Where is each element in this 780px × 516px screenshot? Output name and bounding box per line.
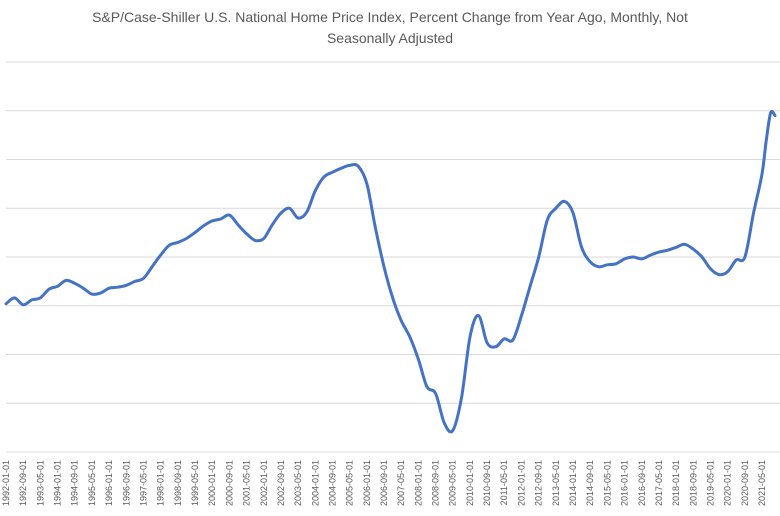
- x-tick-label: 2001-05-01: [242, 460, 252, 506]
- x-tick-label: 2006-09-01: [379, 460, 389, 506]
- x-tick-label: 2007-05-01: [396, 460, 406, 506]
- x-tick-label: 2018-01-01: [671, 460, 681, 506]
- x-tick-label: 2008-09-01: [431, 460, 441, 506]
- x-tick-label: 2006-01-01: [362, 460, 372, 506]
- x-tick-label: 2020-09-01: [740, 460, 750, 506]
- chart-title-line-2: Seasonally Adjusted: [327, 30, 453, 46]
- x-tick-label: 2010-09-01: [482, 460, 492, 506]
- x-tick-label: 2020-01-01: [723, 460, 733, 506]
- x-tick-label: 2021-05-01: [757, 460, 767, 506]
- x-tick-label: 1997-05-01: [138, 460, 148, 506]
- x-tick-label: 2016-01-01: [620, 460, 630, 506]
- x-tick-label: 2012-09-01: [534, 460, 544, 506]
- x-tick-label: 2010-01-01: [465, 460, 475, 506]
- x-tick-label: 2008-01-01: [413, 460, 423, 506]
- series-group: [4, 109, 777, 434]
- chart-title-line-1: S&P/Case-Shiller U.S. National Home Pric…: [92, 9, 688, 25]
- x-tick-label: 1992-09-01: [18, 460, 28, 506]
- x-tick-label: 1994-09-01: [70, 460, 80, 506]
- x-tick-label: 1995-05-01: [87, 460, 97, 506]
- x-tick-label: 2014-09-01: [585, 460, 595, 506]
- x-tick-label: 2014-01-01: [568, 460, 578, 506]
- x-tick-label: 2004-09-01: [328, 460, 338, 506]
- x-tick-label: 2018-09-01: [688, 460, 698, 506]
- x-tick-label: 1998-09-01: [173, 460, 183, 506]
- x-tick-label: 2002-09-01: [276, 460, 286, 506]
- x-tick-label: 1994-01-01: [53, 460, 63, 506]
- x-tick-label: 1992-01-01: [1, 460, 11, 506]
- x-tick-label: 2003-05-01: [293, 460, 303, 506]
- x-tick-label: 1999-05-01: [190, 460, 200, 506]
- x-tick-label: 1996-09-01: [121, 460, 131, 506]
- x-tick-labels: 1992-01-01 1992-09-01 1993-05-01 1994-01-01…: [1, 460, 767, 506]
- x-tick-label: 1993-05-01: [35, 460, 45, 506]
- x-tick-label: 2005-05-01: [345, 460, 355, 506]
- x-tick-label: 2015-05-01: [602, 460, 612, 506]
- y-gridlines: [6, 61, 780, 453]
- x-tick-label: 1996-01-01: [104, 460, 114, 506]
- series-line-0: [4, 109, 777, 434]
- x-tick-label: 2000-09-01: [224, 460, 234, 506]
- x-tick-label: 2009-05-01: [448, 460, 458, 506]
- x-tick-label: 2017-05-01: [654, 460, 664, 506]
- x-tick-label: 2011-05-01: [499, 460, 509, 505]
- x-tick-label: 2013-05-01: [551, 460, 561, 506]
- x-tick-label: 2004-01-01: [310, 460, 320, 506]
- x-tick-label: 2002-01-01: [259, 460, 269, 506]
- x-tick-label: 1998-01-01: [156, 460, 166, 506]
- x-tick-label: 2019-05-01: [705, 460, 715, 506]
- x-tick-label: 2012-01-01: [517, 460, 527, 506]
- x-tick-label: 2016-09-01: [637, 460, 647, 506]
- x-tick-label: 2000-01-01: [207, 460, 217, 506]
